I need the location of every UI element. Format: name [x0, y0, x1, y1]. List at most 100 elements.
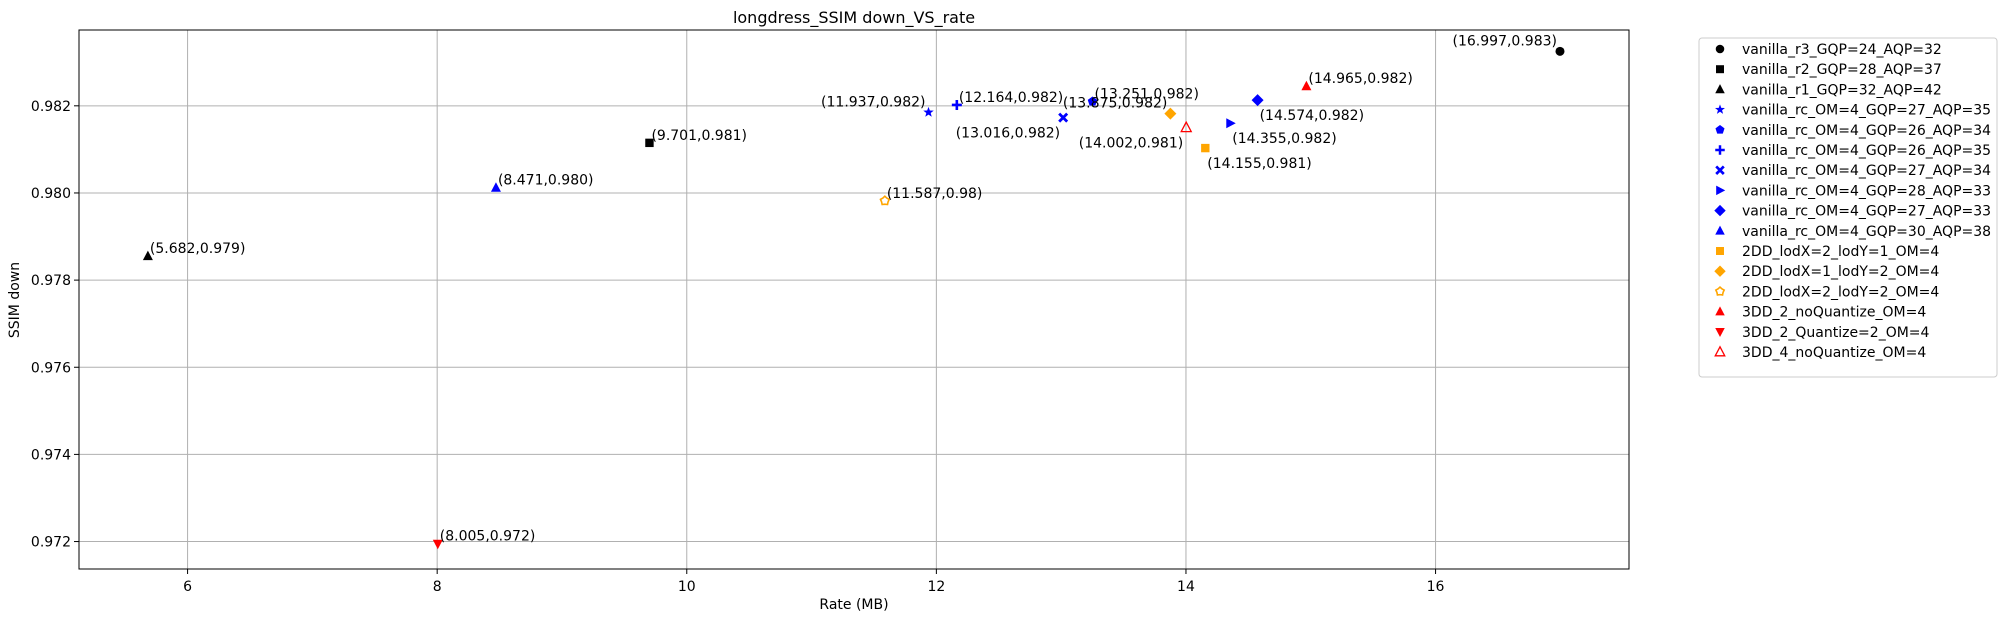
- legend-marker: [1715, 145, 1725, 155]
- data-point-2dd-lodx-2-lody-2-om-4: [879, 195, 891, 206]
- data-point-vanilla-rc-om-4-gqp-27-aqp-34: [1058, 112, 1069, 123]
- x-tick-label: 12: [927, 579, 945, 595]
- x-tick: 6: [183, 569, 192, 595]
- data-point-vanilla-rc-om-4-gqp-27-aqp-35: [923, 106, 934, 117]
- y-tick: 0.976: [31, 360, 79, 376]
- legend-marker: [1715, 165, 1725, 175]
- x-tick-label: 10: [678, 579, 696, 595]
- point-label: (11.937,0.982): [821, 94, 925, 110]
- legend-entry: vanilla_rc_OM=4_GQP=27_AQP=35: [1715, 103, 1991, 119]
- x-tick-label: 14: [1177, 579, 1195, 595]
- data-point-2dd-lodx-1-lody-2-om-4: [1164, 107, 1177, 120]
- legend-entry: vanilla_r2_GQP=28_AQP=37: [1716, 62, 1942, 78]
- point-label: (13.875,0.982): [1063, 96, 1167, 112]
- point-label: (14.965,0.982): [1308, 71, 1412, 87]
- legend-marker: [1715, 225, 1725, 235]
- legend-marker: [1715, 306, 1725, 316]
- point-label: (14.002,0.981): [1079, 136, 1183, 152]
- y-tick: 0.978: [31, 273, 79, 289]
- legend-label: vanilla_rc_OM=4_GQP=27_AQP=35: [1742, 103, 1991, 119]
- legend-marker: [1716, 65, 1724, 74]
- axis-ticks: 6 8 10 12 14 16 0.972 0.974 0.976 0.978 0.980 0.982: [31, 99, 1445, 595]
- x-tick: 10: [678, 569, 696, 595]
- legend-marker: [1714, 265, 1726, 277]
- point-label: (13.251,0.982): [1094, 86, 1198, 102]
- legend-marker: [1714, 204, 1726, 217]
- point-label: (8.005,0.972): [440, 529, 536, 545]
- x-tick-label: 8: [433, 579, 442, 595]
- x-tick: 8: [433, 569, 442, 595]
- legend-marker: [1715, 104, 1725, 114]
- data-point-vanilla-rc-om-4-gqp-27-aqp-33: [1251, 94, 1264, 107]
- legend-entry: 2DD_lodX=1_lodY=2_OM=4: [1714, 264, 1939, 280]
- data-point-vanilla-rc-om-4-gqp-26-aqp-35: [951, 99, 962, 110]
- x-tick: 12: [927, 569, 945, 595]
- legend-marker: [1715, 125, 1725, 134]
- point-label: (11.587,0.98): [887, 186, 983, 202]
- point-label: (5.682,0.979): [150, 241, 246, 257]
- legend-entry: vanilla_rc_OM=4_GQP=26_AQP=34: [1715, 123, 1991, 139]
- y-tick-label: 0.974: [31, 447, 71, 463]
- legend-marker: [1716, 185, 1726, 196]
- legend-entry: vanilla_rc_OM=4_GQP=27_AQP=34: [1715, 163, 1991, 179]
- legend-frame: [1698, 37, 1998, 378]
- y-tick-label: 0.982: [31, 99, 71, 115]
- data-point-3dd-2-noquantize-om-4: [1301, 80, 1312, 91]
- point-label: (13.016,0.982): [956, 126, 1060, 142]
- legend-label: vanilla_rc_OM=4_GQP=27_AQP=33: [1742, 204, 1991, 220]
- legend-label: vanilla_rc_OM=4_GQP=28_AQP=33: [1742, 183, 1991, 199]
- legend-label: 2DD_lodX=1_lodY=2_OM=4: [1742, 264, 1939, 280]
- y-tick-label: 0.980: [31, 186, 71, 202]
- legend-entry: vanilla_rc_OM=4_GQP=26_AQP=35: [1715, 143, 1991, 159]
- legend: vanilla_r3_GQP=24_AQP=32 vanilla_r2_GQP=2…: [1698, 37, 1998, 378]
- y-tick: 0.980: [31, 186, 79, 202]
- point-label: (14.355,0.982): [1232, 131, 1336, 147]
- data-points: [142, 46, 1565, 550]
- legend-entry: vanilla_r1_GQP=32_AQP=42: [1715, 82, 1942, 98]
- x-tick-label: 6: [183, 579, 192, 595]
- point-labels: (16.997,0.983) (9.701,0.981) (5.682,0.979)…: [150, 33, 1557, 544]
- legend-entry: 3DD_4_noQuantize_OM=4: [1714, 345, 1926, 361]
- x-tick: 14: [1177, 569, 1195, 595]
- data-point-vanilla-r2-gqp-28-aqp-37: [645, 138, 654, 148]
- legend-marker: [1715, 84, 1725, 94]
- plot-frame: [78, 29, 1630, 570]
- legend-entry: 3DD_2_noQuantize_OM=4: [1715, 305, 1926, 321]
- legend-entry: 2DD_lodX=2_lodY=2_OM=4: [1714, 284, 1939, 300]
- legend-label: vanilla_rc_OM=4_GQP=26_AQP=35: [1742, 143, 1991, 159]
- legend-marker: [1714, 345, 1726, 357]
- point-label: (9.701,0.981): [651, 128, 747, 144]
- legend-label: vanilla_rc_OM=4_GQP=26_AQP=34: [1742, 123, 1991, 139]
- legend-entry: vanilla_r3_GQP=24_AQP=32: [1715, 42, 1942, 58]
- y-tick: 0.972: [31, 535, 79, 551]
- chart-title: longdress_SSIM down_VS_rate: [733, 8, 975, 28]
- point-label: (14.155,0.981): [1207, 156, 1311, 172]
- y-tick-label: 0.976: [31, 360, 71, 376]
- data-point-vanilla-rc-om-4-gqp-28-aqp-33: [1226, 118, 1236, 129]
- point-label: (16.997,0.983): [1453, 33, 1557, 49]
- legend-label: vanilla_rc_OM=4_GQP=27_AQP=34: [1742, 163, 1991, 179]
- data-point-2dd-lodx-2-lody-1-om-4: [1201, 143, 1210, 153]
- legend-label: vanilla_r2_GQP=28_AQP=37: [1742, 62, 1942, 78]
- grid: [79, 30, 1629, 569]
- data-point-vanilla-r3-gqp-24-aqp-32: [1555, 46, 1565, 56]
- legend-marker: [1716, 247, 1724, 255]
- legend-entry: 3DD_2_Quantize=2_OM=4: [1715, 325, 1930, 341]
- x-tick-label: 16: [1427, 579, 1445, 595]
- data-point-3dd-4-noquantize-om-4: [1180, 120, 1193, 133]
- x-axis-label: Rate (MB): [819, 597, 888, 613]
- legend-entry: 2DD_lodX=2_lodY=1_OM=4: [1716, 244, 1939, 260]
- legend-label: 2DD_lodX=2_lodY=2_OM=4: [1742, 284, 1939, 300]
- legend-label: 3DD_4_noQuantize_OM=4: [1742, 345, 1926, 361]
- point-label: (8.471,0.980): [498, 173, 594, 189]
- data-point-vanilla-rc-om-4-gqp-30-aqp-38: [490, 182, 501, 192]
- legend-label: vanilla_rc_OM=4_GQP=30_AQP=38: [1742, 224, 1991, 240]
- y-tick-label: 0.972: [31, 535, 71, 551]
- legend-label: 3DD_2_Quantize=2_OM=4: [1742, 325, 1930, 341]
- legend-marker: [1715, 328, 1725, 338]
- legend-label: 3DD_2_noQuantize_OM=4: [1742, 305, 1926, 321]
- legend-entry: vanilla_rc_OM=4_GQP=30_AQP=38: [1715, 224, 1991, 240]
- y-tick-label: 0.978: [31, 273, 71, 289]
